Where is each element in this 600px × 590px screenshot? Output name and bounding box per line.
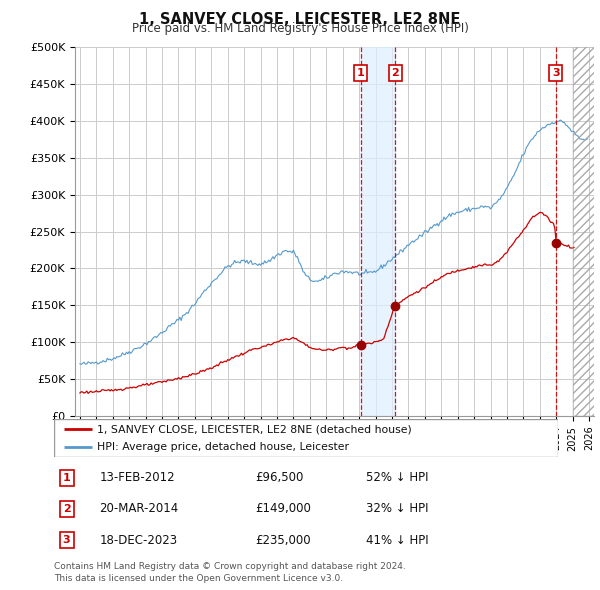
Text: 13-FEB-2012: 13-FEB-2012 xyxy=(100,471,175,484)
Text: £96,500: £96,500 xyxy=(256,471,304,484)
Text: 1, SANVEY CLOSE, LEICESTER, LE2 8NE: 1, SANVEY CLOSE, LEICESTER, LE2 8NE xyxy=(139,12,461,27)
Text: 1, SANVEY CLOSE, LEICESTER, LE2 8NE (detached house): 1, SANVEY CLOSE, LEICESTER, LE2 8NE (det… xyxy=(97,424,412,434)
Text: £149,000: £149,000 xyxy=(256,502,311,516)
Text: 3: 3 xyxy=(552,68,560,78)
Text: 1: 1 xyxy=(63,473,70,483)
Text: 1: 1 xyxy=(357,68,365,78)
Text: 41% ↓ HPI: 41% ↓ HPI xyxy=(367,533,429,546)
Text: 18-DEC-2023: 18-DEC-2023 xyxy=(100,533,178,546)
Text: 20-MAR-2014: 20-MAR-2014 xyxy=(100,502,179,516)
Text: Contains HM Land Registry data © Crown copyright and database right 2024.
This d: Contains HM Land Registry data © Crown c… xyxy=(54,562,406,583)
Text: 52% ↓ HPI: 52% ↓ HPI xyxy=(367,471,429,484)
Bar xyxy=(361,47,395,416)
Text: 3: 3 xyxy=(63,535,70,545)
Text: 32% ↓ HPI: 32% ↓ HPI xyxy=(367,502,429,516)
Text: 2: 2 xyxy=(391,68,399,78)
Text: 2: 2 xyxy=(63,504,70,514)
Text: £235,000: £235,000 xyxy=(256,533,311,546)
Text: HPI: Average price, detached house, Leicester: HPI: Average price, detached house, Leic… xyxy=(97,442,349,452)
Text: Price paid vs. HM Land Registry's House Price Index (HPI): Price paid vs. HM Land Registry's House … xyxy=(131,22,469,35)
